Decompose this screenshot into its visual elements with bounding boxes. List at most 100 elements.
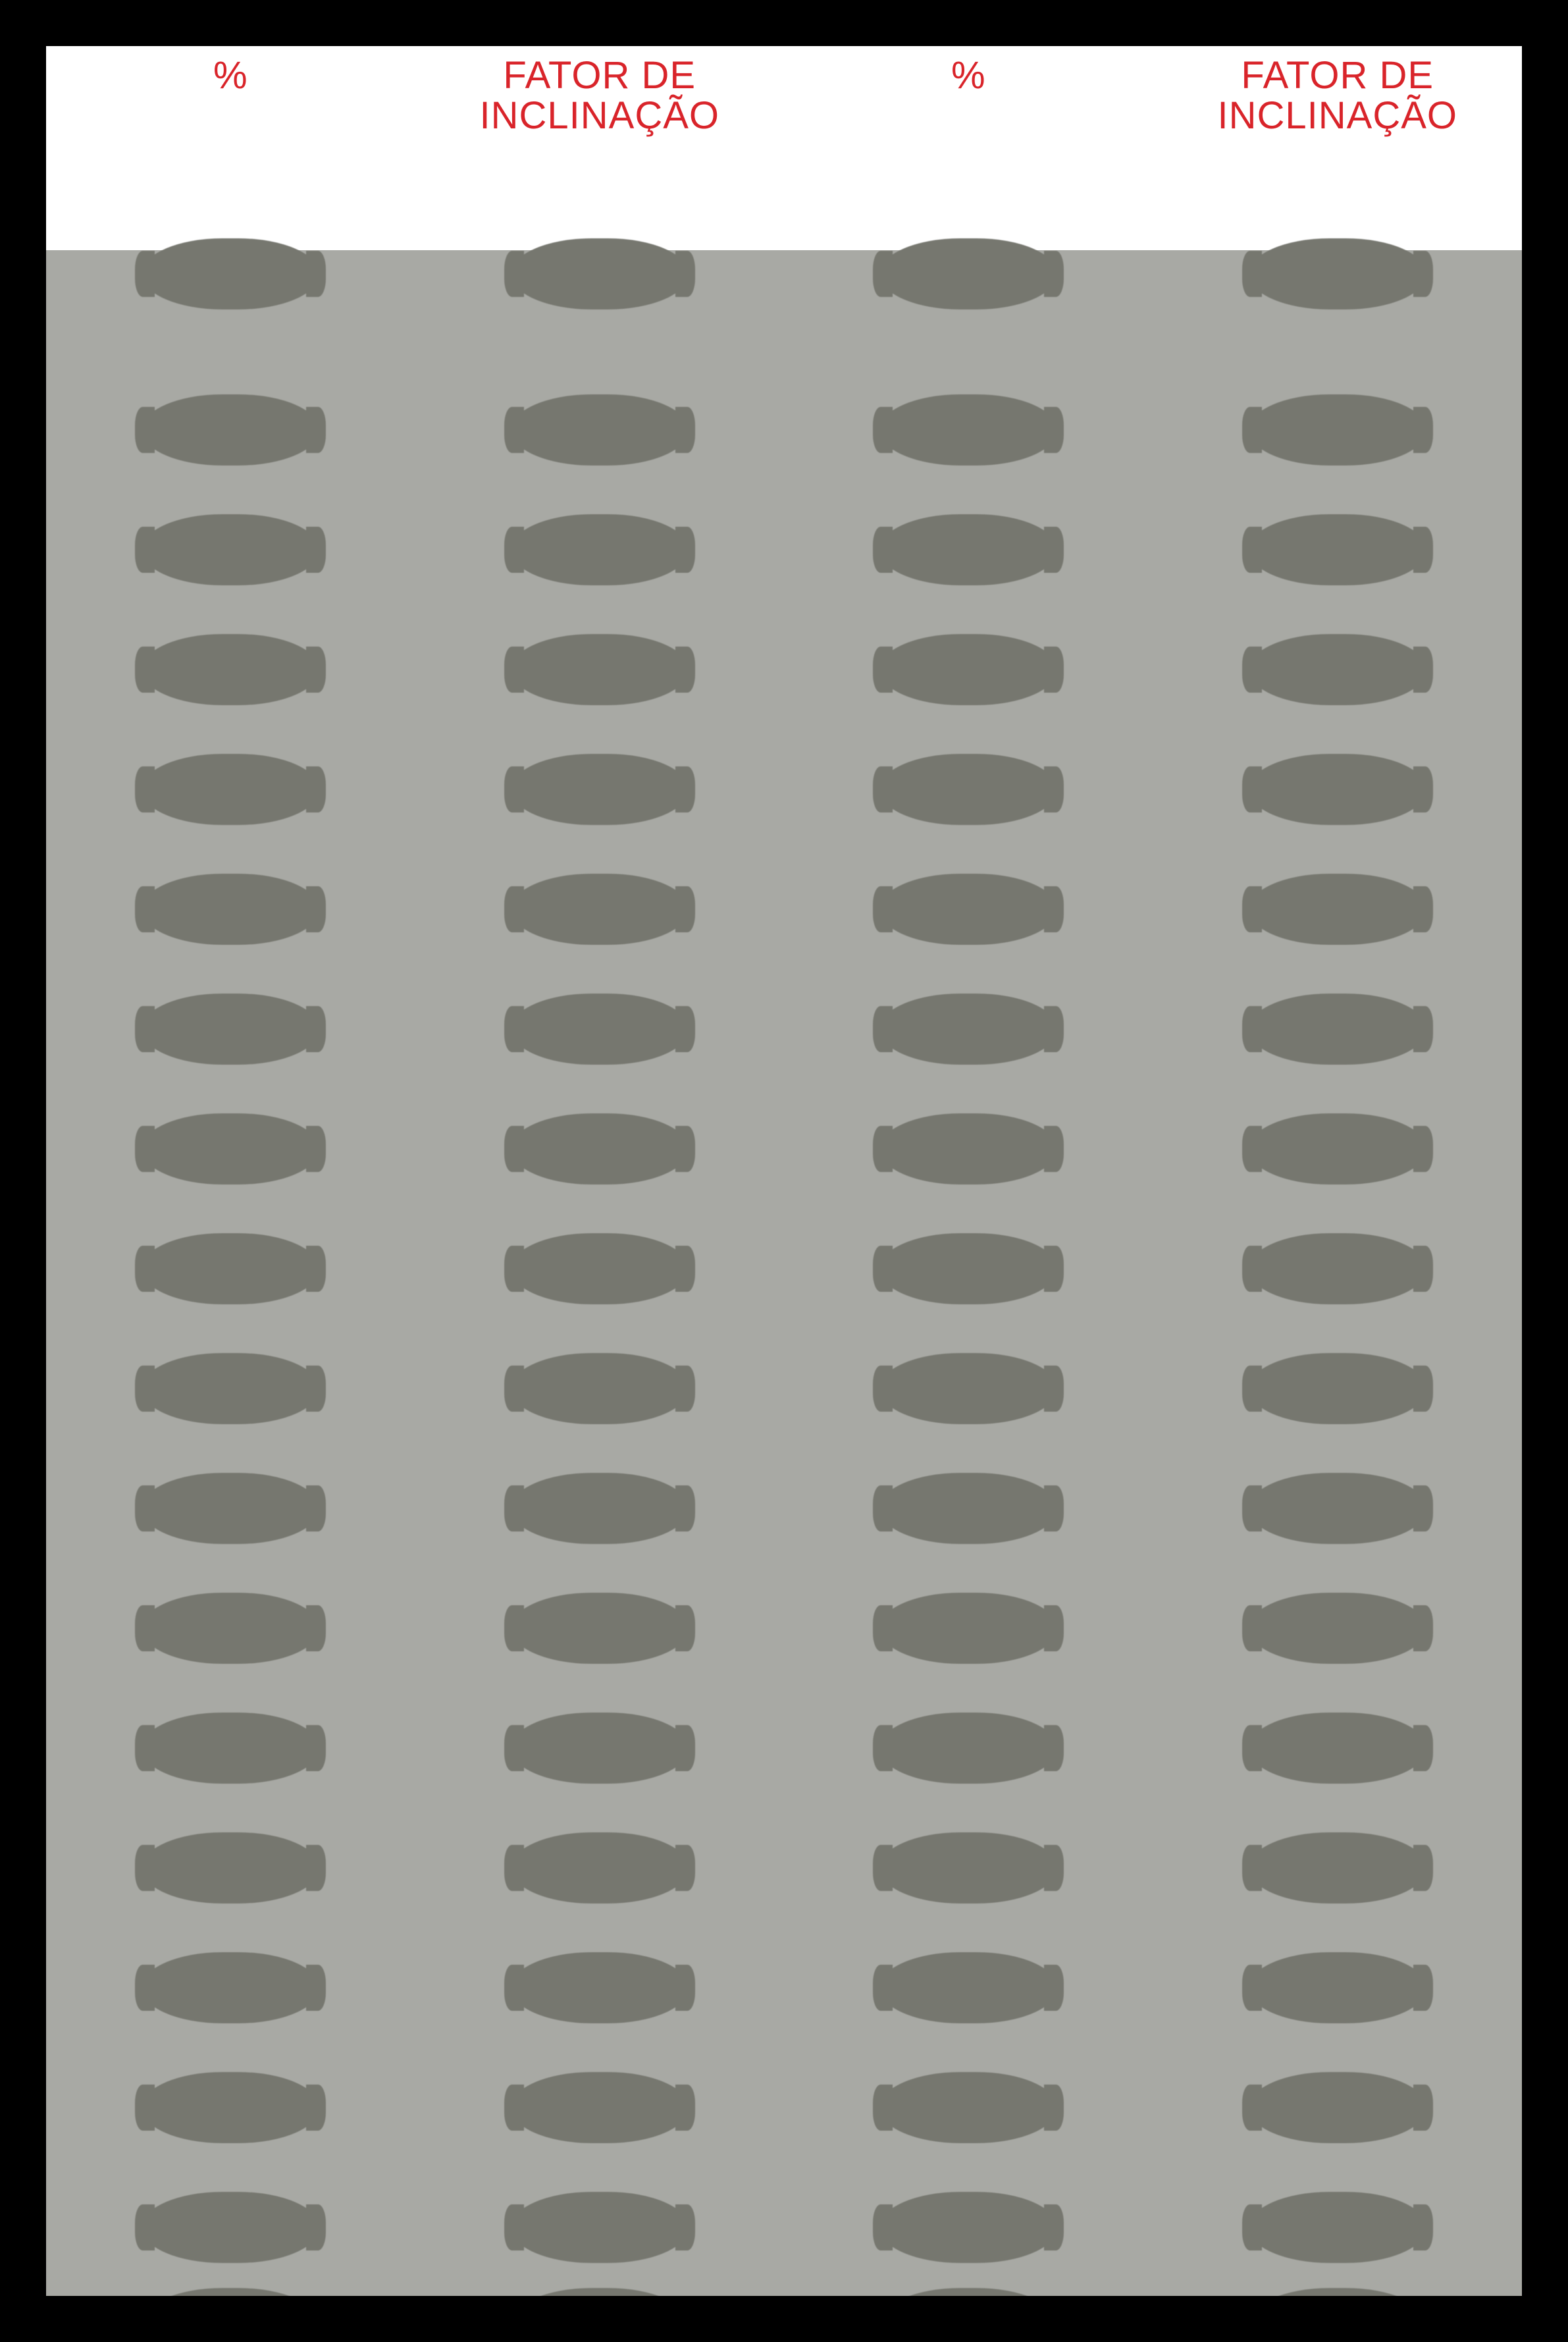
table-cell <box>46 1209 415 1329</box>
cell-placeholder <box>511 2072 689 2143</box>
cell-placeholder <box>142 874 319 945</box>
cell-placeholder <box>1249 634 1426 705</box>
table-row <box>46 1688 1522 1808</box>
cell-placeholder <box>511 1113 689 1184</box>
cell-placeholder <box>142 2288 319 2296</box>
table-cell <box>1153 2168 1523 2287</box>
cell-placeholder <box>879 754 1057 825</box>
cell-placeholder <box>1249 1233 1426 1304</box>
table-cell <box>415 1449 785 1568</box>
cell-placeholder <box>142 514 319 585</box>
cell-placeholder <box>142 1233 319 1304</box>
cell-placeholder <box>1249 238 1426 309</box>
table-cell <box>46 2287 415 2296</box>
table-cell <box>1153 1329 1523 1449</box>
cell-placeholder <box>142 238 319 309</box>
table-row <box>46 2168 1522 2287</box>
cell-placeholder <box>142 1952 319 2023</box>
table-row <box>46 1209 1522 1329</box>
cell-placeholder <box>1249 874 1426 945</box>
cell-placeholder <box>1249 2288 1426 2296</box>
cell-placeholder <box>879 514 1057 585</box>
table-cell <box>784 1808 1153 1928</box>
table-cell <box>1153 1688 1523 1808</box>
table-cell <box>415 1209 785 1329</box>
table-row <box>46 610 1522 730</box>
header-col-fator-1: FATOR DE INCLINAÇÃO <box>415 46 785 250</box>
table-cell <box>46 1688 415 1808</box>
table-cell <box>1153 1808 1523 1928</box>
table-row <box>46 2048 1522 2168</box>
cell-placeholder <box>142 2192 319 2263</box>
table-cell <box>415 730 785 849</box>
table-cell <box>784 370 1153 490</box>
table-cell <box>415 370 785 490</box>
table-cell <box>784 250 1153 370</box>
table-cell <box>415 250 785 370</box>
cell-placeholder <box>879 394 1057 466</box>
cell-placeholder <box>879 2192 1057 2263</box>
table-cell <box>46 610 415 730</box>
cell-placeholder <box>511 1233 689 1304</box>
table-cell <box>784 2287 1153 2296</box>
cell-placeholder <box>1249 394 1426 466</box>
table-row <box>46 1089 1522 1209</box>
table-cell <box>784 1688 1153 1808</box>
table-body <box>46 250 1522 2296</box>
cell-placeholder <box>879 1713 1057 1784</box>
cell-placeholder <box>1249 994 1426 1065</box>
table-row <box>46 1449 1522 1568</box>
table-cell <box>46 849 415 969</box>
cell-placeholder <box>879 1593 1057 1664</box>
table-row <box>46 849 1522 969</box>
cell-placeholder <box>879 1952 1057 2023</box>
table-cell <box>784 2048 1153 2168</box>
cell-placeholder <box>879 1353 1057 1424</box>
table-cell <box>415 1688 785 1808</box>
table-row <box>46 250 1522 370</box>
table-cell <box>415 2287 785 2296</box>
table-row <box>46 730 1522 849</box>
table-cell <box>1153 370 1523 490</box>
table-cell <box>784 1089 1153 1209</box>
table-cell <box>46 2168 415 2287</box>
cell-placeholder <box>879 634 1057 705</box>
cell-placeholder <box>142 1353 319 1424</box>
table-cell <box>415 490 785 610</box>
table-cell <box>784 490 1153 610</box>
table-cell <box>415 1808 785 1928</box>
table-row <box>46 2287 1522 2296</box>
cell-placeholder <box>1249 1353 1426 1424</box>
header-col-percent-2: % <box>784 46 1153 250</box>
table-cell <box>784 969 1153 1089</box>
cell-placeholder <box>879 994 1057 1065</box>
table-cell <box>784 1928 1153 2048</box>
header-col-percent-1: % <box>46 46 415 250</box>
cell-placeholder <box>879 2072 1057 2143</box>
table-cell <box>784 1329 1153 1449</box>
table-row <box>46 490 1522 610</box>
table-cell <box>415 1928 785 2048</box>
cell-placeholder <box>1249 1713 1426 1784</box>
table-row <box>46 1808 1522 1928</box>
table-cell <box>415 1089 785 1209</box>
table-cell <box>784 610 1153 730</box>
table-cell <box>1153 1568 1523 1688</box>
table-cell <box>1153 849 1523 969</box>
table-row <box>46 969 1522 1089</box>
cell-placeholder <box>511 2192 689 2263</box>
cell-placeholder <box>1249 1952 1426 2023</box>
cell-placeholder <box>1249 2192 1426 2263</box>
table-cell <box>46 1449 415 1568</box>
table-cell <box>784 1449 1153 1568</box>
table-cell <box>415 1329 785 1449</box>
table-cell <box>46 969 415 1089</box>
cell-placeholder <box>142 1713 319 1784</box>
cell-placeholder <box>879 2288 1057 2296</box>
table-cell <box>46 1329 415 1449</box>
cell-placeholder <box>142 1473 319 1544</box>
table-cell <box>46 1089 415 1209</box>
table-cell <box>415 610 785 730</box>
table-cell <box>46 1568 415 1688</box>
cell-placeholder <box>511 1473 689 1544</box>
